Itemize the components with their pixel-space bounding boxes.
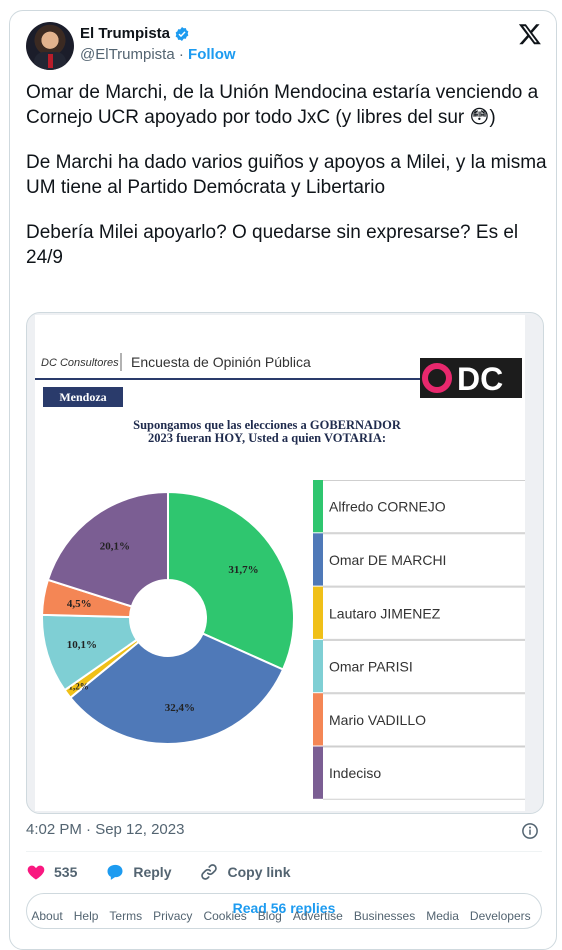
- chart-legend: Alfredo CORNEJO Omar DE MARCHI Lautaro JIM…: [313, 480, 525, 800]
- like-count: 535: [54, 864, 78, 880]
- footer-link-advertise[interactable]: Advertise: [292, 909, 343, 923]
- legend-swatch: [313, 693, 323, 746]
- dc-logo-text: DC: [457, 361, 503, 397]
- info-icon[interactable]: [521, 822, 539, 840]
- footer-link-terms[interactable]: Terms: [109, 909, 143, 923]
- legend-swatch: [313, 533, 323, 586]
- read-replies-button[interactable]: Read 56 replies: [26, 893, 542, 929]
- link-icon: [201, 864, 218, 880]
- footer-link-media[interactable]: Media: [426, 909, 459, 923]
- author-handle[interactable]: @ElTrumpista: [80, 46, 175, 63]
- legend-swatch: [313, 480, 323, 533]
- legend-swatch: [313, 746, 323, 799]
- slice-data-label: 10,1%: [67, 639, 97, 651]
- footer-link-about[interactable]: About: [31, 909, 63, 923]
- legend-label: Lautaro JIMENEZ: [329, 605, 441, 621]
- heart-icon: [27, 865, 45, 880]
- handle-row: @ElTrumpista · Follow: [80, 46, 236, 63]
- legend-swatch: [313, 586, 323, 639]
- slice-data-label: 31,7%: [228, 564, 258, 576]
- tweet-media[interactable]: DC Consultores Encuesta de Opinión Públi…: [26, 312, 544, 814]
- footer-link-developers[interactable]: Developers: [469, 909, 531, 923]
- question-line-2: 2023 fueran HOY, Usted a quien VOTARIA:: [148, 431, 386, 445]
- footer-links: About Help Terms Privacy Cookies Blog Ad…: [0, 909, 562, 923]
- author-name[interactable]: El Trumpista: [80, 25, 171, 42]
- poll-image: DC Consultores Encuesta de Opinión Públi…: [35, 315, 525, 811]
- action-bar: 535 Reply Copy link: [26, 862, 319, 882]
- slice-data-label: 1,2%: [69, 682, 89, 692]
- verified-badge-icon: [175, 26, 189, 41]
- reply-button[interactable]: Reply: [105, 862, 171, 882]
- legend-swatch: [313, 639, 323, 693]
- copy-link-button[interactable]: Copy link: [199, 862, 291, 882]
- legend-label: Omar PARISI: [329, 659, 413, 675]
- footer-link-help[interactable]: Help: [73, 909, 99, 923]
- handle-separator: ·: [178, 46, 184, 63]
- slice-data-label: 20,1%: [100, 540, 130, 552]
- dc-logo-ring-icon: [422, 363, 452, 393]
- reply-label: Reply: [133, 864, 172, 880]
- slice-data-label: 4,5%: [67, 598, 92, 610]
- brand-text: DC Consultores: [41, 357, 119, 369]
- tweet-paragraph: Omar de Marchi, de la Unión Mendocina es…: [26, 82, 539, 128]
- reply-bubble-icon: [107, 864, 123, 880]
- region-tab: [43, 387, 123, 407]
- pie-slice: [69, 632, 285, 745]
- tweet-timestamp[interactable]: 4:02 PM · Sep 12, 2023: [26, 821, 185, 838]
- pie-slice: [167, 490, 295, 671]
- copy-link-label: Copy link: [227, 864, 291, 880]
- donut-chart: 31,7% 32,4% 1,2% 10,1% 4,5% 20,1%: [41, 490, 295, 745]
- footer-link-blog[interactable]: Blog: [257, 909, 282, 923]
- footer-link-cookies[interactable]: Cookies: [203, 909, 247, 923]
- region-tab-label: Mendoza: [59, 390, 106, 404]
- legend-label: Indeciso: [329, 765, 381, 781]
- poll-graphic: DC Consultores Encuesta de Opinión Públi…: [35, 353, 525, 800]
- author-name-row[interactable]: El Trumpista: [80, 25, 190, 42]
- header-title: Encuesta de Opinión Pública: [131, 354, 311, 370]
- avatar[interactable]: [26, 22, 74, 70]
- footer-link-businesses[interactable]: Businesses: [353, 909, 416, 923]
- follow-button[interactable]: Follow: [188, 46, 236, 63]
- tweet-paragraph: Debería Milei apoyarlo? O quedarse sin e…: [26, 222, 519, 268]
- like-button[interactable]: 535: [26, 862, 77, 882]
- tweet-text: Omar de Marchi, de la Unión Mendocina es…: [26, 80, 551, 290]
- question-line-1: Supongamos que las elecciones a GOBERNAD…: [133, 418, 402, 432]
- slice-data-label: 32,4%: [165, 702, 195, 714]
- legend-label: Omar DE MARCHI: [329, 552, 446, 568]
- action-divider: [26, 851, 542, 852]
- footer-link-privacy[interactable]: Privacy: [153, 909, 193, 923]
- pie-slice: [46, 490, 169, 608]
- tweet-paragraph: De Marchi ha dado varios guiños y apoyos…: [26, 152, 547, 198]
- x-logo-icon[interactable]: [518, 22, 542, 46]
- legend-label: Mario VADILLO: [329, 712, 426, 728]
- legend-label: Alfredo CORNEJO: [329, 499, 446, 515]
